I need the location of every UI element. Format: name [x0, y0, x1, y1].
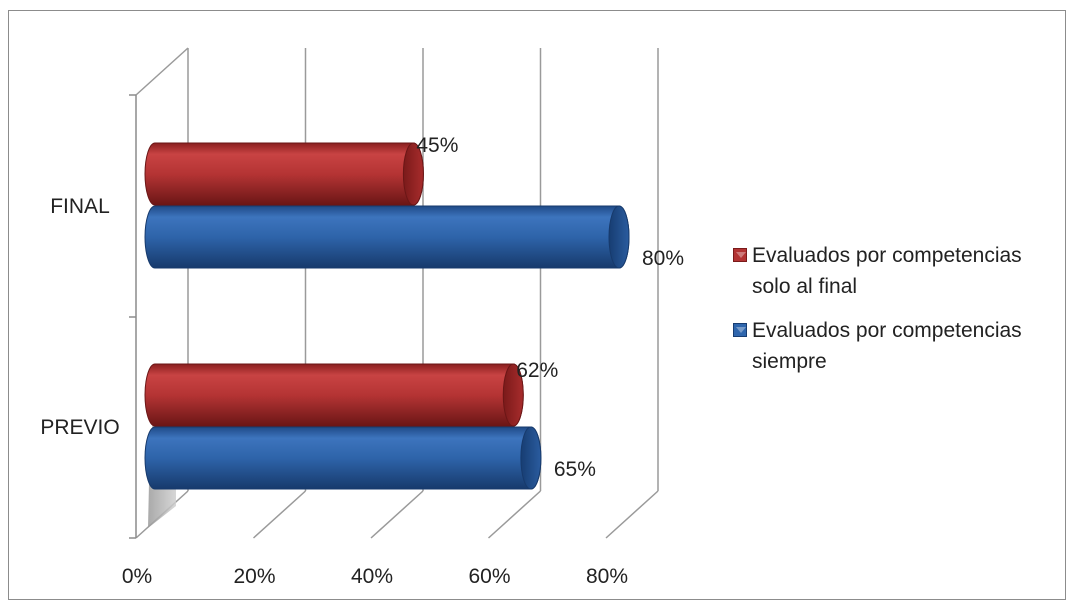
x-tick-label: 0%	[122, 565, 152, 588]
category-label: FINAL	[50, 195, 110, 218]
bars	[144, 142, 630, 490]
bar-siempre	[144, 426, 542, 490]
x-tick-label: 60%	[468, 565, 510, 588]
chart-frame	[8, 10, 1066, 600]
x-tick-label: 40%	[351, 565, 393, 588]
bar-solo-al-final	[144, 142, 424, 206]
legend-label: Evaluados por competencias siempre	[752, 319, 1022, 373]
legend-label: Evaluados por competencias solo al final	[752, 244, 1022, 298]
x-tick-label: 20%	[233, 565, 275, 588]
data-labels: 65% 80% 62% 45%	[416, 134, 684, 481]
category-label: PREVIO	[40, 416, 119, 439]
legend-item-solo-al-final: Evaluados por competencias solo al final	[733, 240, 1063, 302]
bar-cap-solo-al-final	[502, 363, 524, 427]
legend-item-siempre: Evaluados por competencias siempre	[733, 315, 1063, 377]
floor-gridline	[252, 490, 307, 539]
bar-cap-siempre	[608, 205, 630, 269]
floor-gridline	[487, 490, 542, 539]
data-label: 80%	[642, 247, 684, 270]
bar-cap-siempre	[520, 426, 542, 490]
data-label: 65%	[554, 458, 596, 481]
legend-swatch-red	[733, 248, 747, 262]
legend-swatch-blue	[733, 323, 747, 337]
legend: Evaluados por competencias solo al final…	[733, 240, 1063, 390]
bar-siempre	[144, 205, 630, 269]
bar-cap-solo-al-final	[402, 142, 424, 206]
axes: 0% 20% 40% 60% 80% PREVIO FINAL	[40, 94, 628, 588]
wall-edge	[135, 47, 189, 96]
floor-gridline	[370, 490, 424, 539]
x-tick-label: 80%	[586, 565, 628, 588]
bar-solo-al-final	[144, 363, 524, 427]
data-label: 45%	[416, 134, 458, 157]
floor-gridline	[605, 490, 659, 539]
data-label: 62%	[516, 359, 558, 382]
